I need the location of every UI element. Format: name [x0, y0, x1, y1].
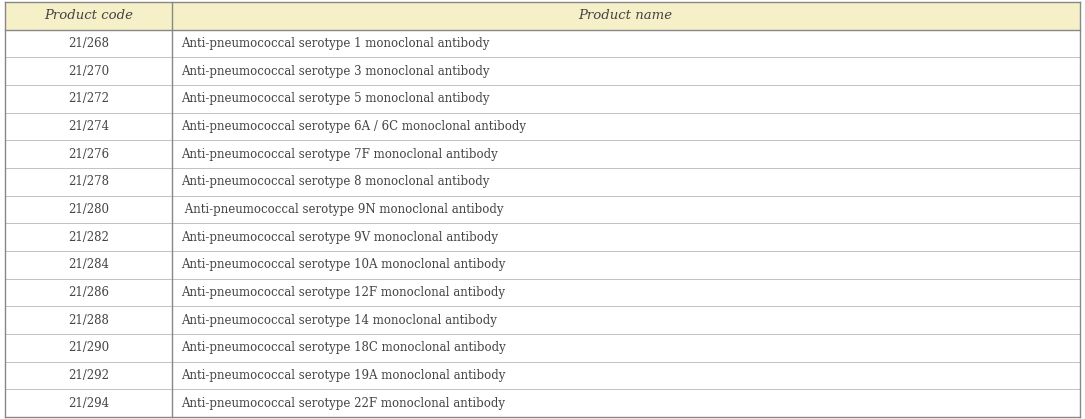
Bar [5, 223, 1080, 251]
Bar [5, 251, 1080, 279]
Text: 21/268: 21/268 [68, 37, 110, 50]
Text: Anti-pneumococcal serotype 3 monoclonal antibody: Anti-pneumococcal serotype 3 monoclonal … [181, 65, 489, 78]
Bar [5, 196, 1080, 223]
Bar [5, 389, 1080, 417]
Text: Anti-pneumococcal serotype 5 monoclonal antibody: Anti-pneumococcal serotype 5 monoclonal … [181, 92, 489, 106]
Text: Anti-pneumococcal serotype 19A monoclonal antibody: Anti-pneumococcal serotype 19A monoclona… [181, 369, 506, 382]
Text: 21/292: 21/292 [68, 369, 110, 382]
Text: 21/276: 21/276 [68, 147, 110, 161]
Bar [5, 30, 1080, 57]
Text: Anti-pneumococcal serotype 10A monoclonal antibody: Anti-pneumococcal serotype 10A monoclona… [181, 258, 506, 272]
Text: 21/270: 21/270 [68, 65, 110, 78]
Text: 21/294: 21/294 [68, 396, 110, 410]
Text: Anti-pneumococcal serotype 6A / 6C monoclonal antibody: Anti-pneumococcal serotype 6A / 6C monoc… [181, 120, 526, 133]
Text: 21/280: 21/280 [68, 203, 110, 216]
Text: Anti-pneumococcal serotype 7F monoclonal antibody: Anti-pneumococcal serotype 7F monoclonal… [181, 147, 498, 161]
Bar [5, 362, 1080, 389]
Text: Anti-pneumococcal serotype 14 monoclonal antibody: Anti-pneumococcal serotype 14 monoclonal… [181, 313, 497, 327]
Text: Anti-pneumococcal serotype 12F monoclonal antibody: Anti-pneumococcal serotype 12F monoclona… [181, 286, 505, 299]
Bar [5, 306, 1080, 334]
Text: 21/288: 21/288 [68, 313, 110, 327]
Text: 21/290: 21/290 [68, 341, 110, 354]
Text: 21/282: 21/282 [68, 230, 110, 244]
Bar [5, 85, 1080, 113]
Bar [5, 279, 1080, 306]
Bar [5, 57, 1080, 85]
Text: Product name: Product name [578, 9, 673, 23]
Text: 21/286: 21/286 [68, 286, 110, 299]
Text: Anti-pneumococcal serotype 22F monoclonal antibody: Anti-pneumococcal serotype 22F monoclona… [181, 396, 505, 410]
Bar [5, 113, 1080, 140]
Text: Anti-pneumococcal serotype 18C monoclonal antibody: Anti-pneumococcal serotype 18C monoclona… [181, 341, 506, 354]
Text: Anti-pneumococcal serotype 9N monoclonal antibody: Anti-pneumococcal serotype 9N monoclonal… [181, 203, 503, 216]
Text: Product code: Product code [44, 9, 133, 23]
Text: Anti-pneumococcal serotype 9V monoclonal antibody: Anti-pneumococcal serotype 9V monoclonal… [181, 230, 498, 244]
Bar [5, 140, 1080, 168]
Bar [5, 168, 1080, 196]
Text: Anti-pneumococcal serotype 8 monoclonal antibody: Anti-pneumococcal serotype 8 monoclonal … [181, 175, 489, 189]
Text: 21/284: 21/284 [68, 258, 110, 272]
Text: 21/272: 21/272 [68, 92, 110, 106]
Text: 21/274: 21/274 [68, 120, 110, 133]
Bar [5, 334, 1080, 362]
Text: 21/278: 21/278 [68, 175, 110, 189]
Bar [5, 2, 1080, 30]
Text: Anti-pneumococcal serotype 1 monoclonal antibody: Anti-pneumococcal serotype 1 monoclonal … [181, 37, 489, 50]
